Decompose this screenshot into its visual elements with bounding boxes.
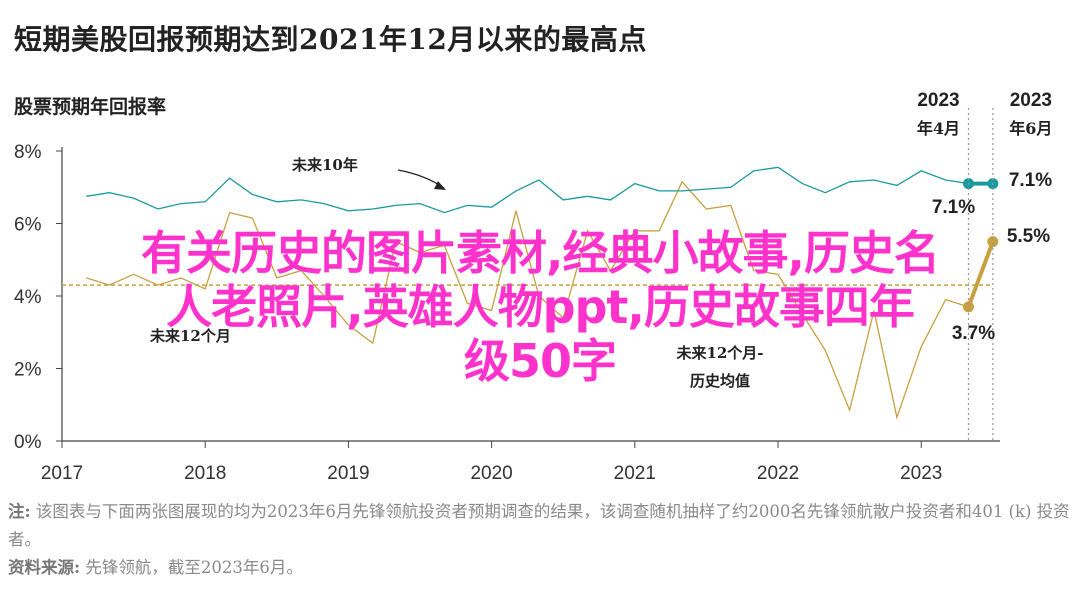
series-10-year-line	[86, 166, 969, 214]
note-text: 该图表与下面两张图展现的均为2023年6月先锋领航投资者预期调查的结果，该调查随…	[8, 502, 1070, 549]
chart-title: 短期美股回报预期达到2021年12月以来的最高点	[14, 23, 647, 56]
apr-10-year-value: 7.1%	[932, 197, 975, 218]
y-tick-label: 0%	[14, 432, 42, 453]
y-tick-label: 2%	[14, 360, 42, 381]
source-prefix: 资料来源:	[8, 558, 81, 577]
label-twelve-month: 未来12个月	[149, 327, 231, 345]
x-tick-label: 2022	[757, 463, 799, 484]
y-tick-label: 6%	[14, 215, 42, 236]
note-line: 注: 该图表与下面两张图展现的均为2023年6月先锋领航投资者预期调查的结果，该…	[8, 498, 1072, 554]
footnotes: 注: 该图表与下面两张图展现的均为2023年6月先锋领航投资者预期调查的结果，该…	[8, 498, 1072, 582]
x-tick-label: 2021	[614, 463, 656, 484]
x-tick-label: 2019	[327, 463, 369, 484]
label-hist-avg-2: 历史均值	[690, 372, 750, 390]
point-12-month-apr	[962, 301, 974, 313]
jun-header-month: 年6月	[1009, 119, 1052, 138]
series-12-month-recent	[966, 240, 995, 308]
source-line: 资料来源: 先锋领航，截至2023年6月。	[8, 554, 1072, 582]
label-hist-avg-1: 未来12个月-	[675, 344, 763, 362]
apr-header-year: 2023	[917, 90, 959, 111]
jun-header-year: 2023	[1010, 90, 1052, 111]
apr-12-month-value: 3.7%	[952, 323, 995, 344]
x-tick-label: 2018	[184, 463, 226, 484]
series-12-month-line	[86, 180, 969, 420]
label-ten-year: 未来10年	[291, 156, 358, 174]
point-12-month-jun	[987, 236, 999, 248]
label-ten-year-arrowhead	[434, 181, 446, 190]
x-tick-label: 2020	[470, 463, 512, 484]
x-tick-label: 2023	[900, 463, 942, 484]
y-tick-label: 4%	[14, 287, 42, 308]
jun-12-month-value: 5.5%	[1007, 226, 1050, 247]
note-prefix: 注:	[8, 502, 31, 521]
x-tick-label: 2017	[41, 463, 83, 484]
source-text: 先锋领航，截至2023年6月。	[85, 558, 303, 577]
apr-header-month: 年4月	[917, 119, 960, 138]
jun-10-year-value: 7.1%	[1009, 170, 1052, 191]
y-axis-label: 股票预期年回报率	[14, 96, 167, 118]
y-tick-label: 8%	[14, 142, 42, 163]
